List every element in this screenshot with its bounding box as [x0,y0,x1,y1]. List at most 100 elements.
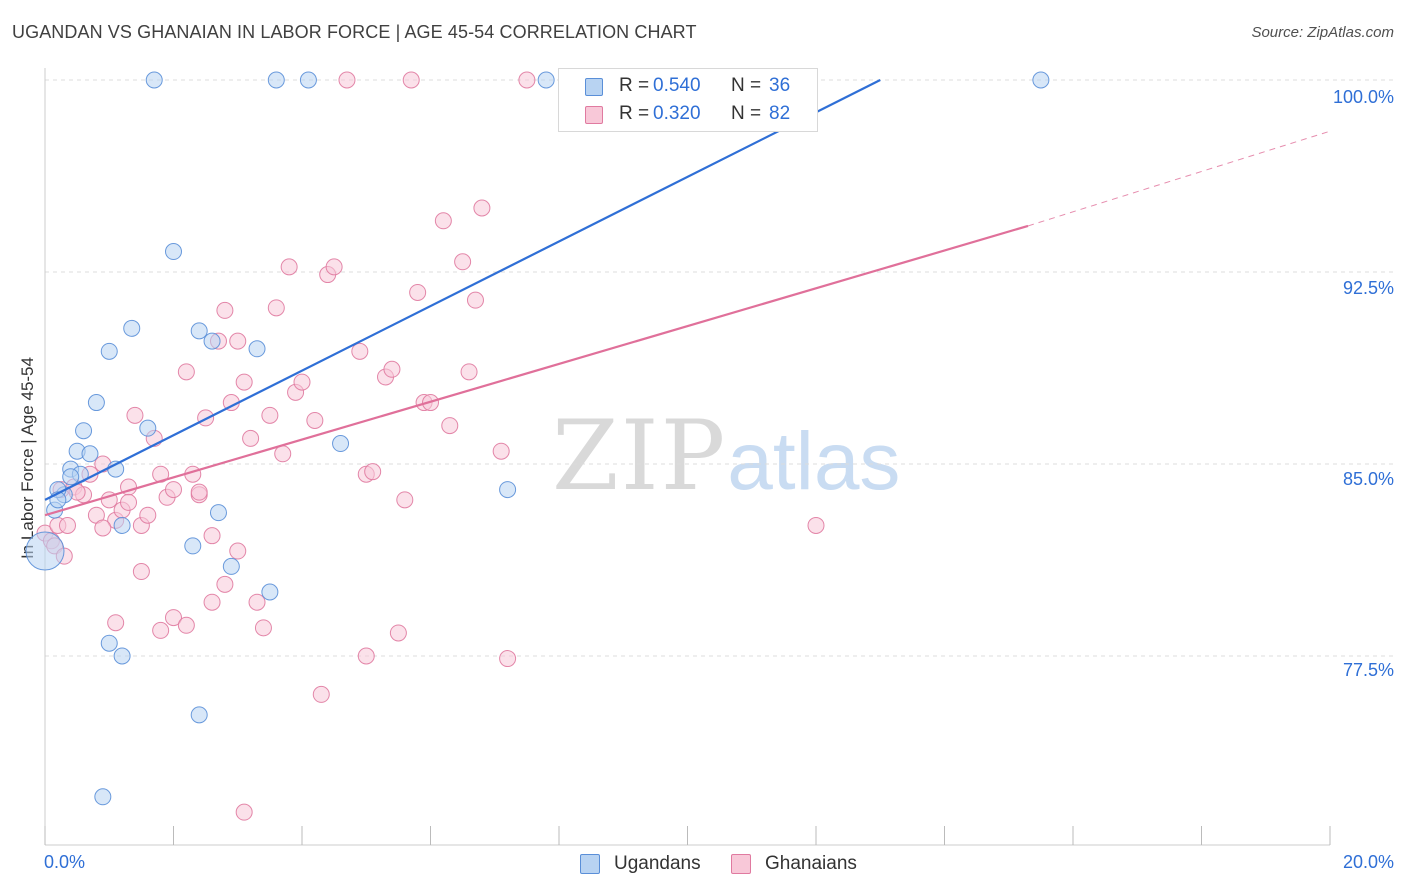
ghanaian-point [357,647,375,665]
ugandan-point [261,583,279,601]
ghanaian-point [441,417,459,435]
ghanaian-point [229,542,247,560]
ugandan-point [222,557,240,575]
ugandan-point [100,342,118,360]
ghanaian-point [274,445,292,463]
ghanaian-point [364,463,382,481]
legend-r-value: 0.320 [653,103,701,124]
ghanaian-point [466,291,484,309]
watermark-atlas: atlas [727,416,901,507]
ghanaian-point [126,406,144,424]
ghanaian-point [248,593,266,611]
legend-r-label: R = [619,75,650,96]
ghanaian-point [216,575,234,593]
x-tick-label-min: 0.0% [44,852,86,872]
ghanaian-point [325,258,343,276]
ugandan-point [1032,71,1050,89]
ghanaian-point [190,483,208,501]
ghanaian-point [306,411,324,429]
ghanaian-point [120,493,138,511]
ghanaian-point [139,506,157,524]
bottom-legend-swatch-ugandans [580,854,600,874]
ghanaian-point [261,406,279,424]
ghanaian-trend-line-extension [1027,130,1331,227]
watermark-zip: ZIP [552,400,728,512]
ghanaian-point [492,442,510,460]
chart-source: Source: ZipAtlas.com [1251,24,1394,41]
ghanaian-point [312,685,330,703]
ugandan-point [332,435,350,453]
legend-n-label: N = [731,75,762,96]
ghanaian-point [242,429,260,447]
ugandan-point [123,319,141,337]
legend-n-value: 82 [769,103,791,124]
ghanaian-point [165,481,182,499]
ugandan-point [209,504,227,522]
legend-r-value: 0.540 [653,75,701,96]
ghanaian-point [351,342,369,360]
ghanaian-point [409,283,427,301]
ugandan-point [165,243,182,261]
ghanaian-point [177,616,195,634]
ghanaian-point [383,360,401,378]
ugandan-point [190,322,208,340]
ghanaian-point [107,614,125,632]
ugandan-point [113,647,131,665]
ghanaian-point [235,373,253,391]
y-tick-label: 92.5% [1342,278,1394,298]
ghanaian-point [460,363,478,381]
legend: R = 0.540 N = 36 R = 0.320 N = 82 [558,68,818,132]
ghanaian-point [389,624,407,642]
ghanaian-point [229,332,247,350]
ugandan-point [145,71,163,89]
ugandan-point [25,531,65,571]
y-tick-label: 100.0% [1332,87,1394,107]
ghanaian-trend-line [44,224,1029,517]
ugandan-point [184,537,202,555]
ghanaian-point [58,516,76,534]
ugandan-point [499,481,517,499]
ghanaian-point [216,301,234,319]
bottom-legend-swatch-ghanaians [731,854,751,874]
ghanaian-point [518,71,536,89]
y-tick-label: 77.5% [1342,660,1394,680]
ugandan-point [190,706,208,724]
ugandan-point [94,788,112,806]
ghanaian-point [280,258,298,276]
x-tick-label-max: 20.0% [1342,852,1394,872]
legend-n-label: N = [731,103,762,124]
ugandan-trend-line [44,79,881,501]
ghanaian-point [132,563,150,581]
ugandan-point [100,634,118,652]
ghanaian-point [807,516,825,534]
ghanaian-point [293,373,311,391]
ghanaian-point [402,71,420,89]
ugandan-point [267,71,285,89]
ugandan-point [113,516,131,534]
ghanaian-point [152,621,170,639]
ugandan-point [87,394,105,412]
ghanaian-point [254,619,272,637]
legend-swatch-ugandans [585,78,603,96]
legend-swatch-ghanaians [585,106,603,124]
ugandan-point [139,419,157,437]
ghanaian-point [454,253,472,271]
bottom-legend-label-ugandans: Ugandans [614,853,701,874]
legend-n-value: 36 [769,75,791,96]
ghanaian-point [94,519,112,537]
ghanaian-point [473,199,491,217]
ghanaian-point [235,803,253,821]
ugandan-point [62,468,80,486]
ghanaian-point [396,491,414,509]
ghanaian-point [267,299,285,317]
chart-title: UGANDAN VS GHANAIAN IN LABOR FORCE | AGE… [12,22,697,42]
ghanaian-point [165,609,182,627]
bottom-legend-label-ghanaians: Ghanaians [765,853,857,874]
ghanaian-point [203,527,221,545]
ugandan-point [81,445,99,463]
y-tick-label: 85.0% [1342,469,1394,489]
legend-r-label: R = [619,103,650,124]
ghanaian-point [338,71,356,89]
ghanaian-point [434,212,452,230]
